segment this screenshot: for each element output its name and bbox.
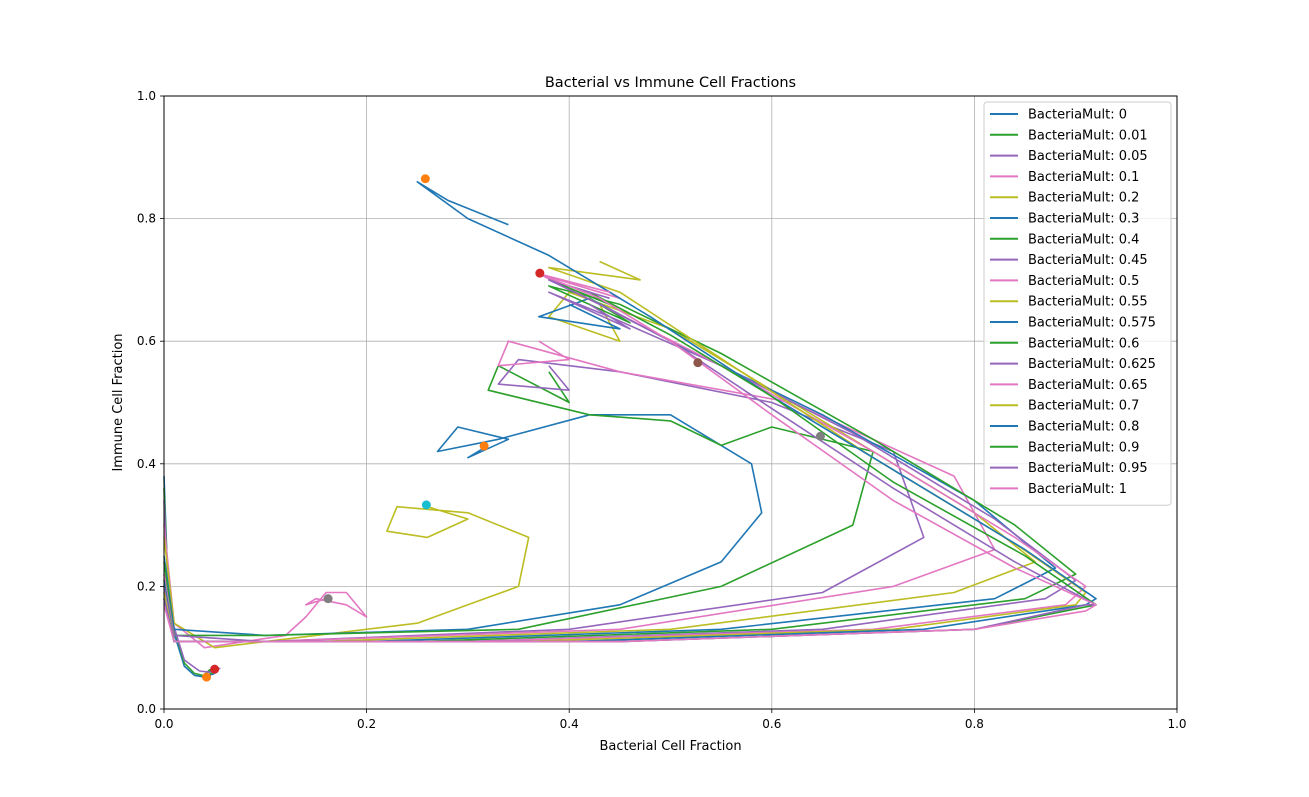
legend-label: BacteriaMult: 0.7	[1028, 399, 1139, 414]
y-axis-label: Immune Cell Fraction	[111, 333, 126, 471]
x-tick-label: 0.4	[560, 717, 579, 731]
legend-label: BacteriaMult: 0.4	[1028, 232, 1139, 247]
x-tick-label: 0.0	[154, 717, 173, 731]
legend-label: BacteriaMult: 0.3	[1028, 212, 1139, 227]
legend-label: BacteriaMult: 0.575	[1028, 316, 1156, 331]
series-line-10	[163, 297, 1057, 643]
x-tick-label: 0.2	[357, 717, 376, 731]
y-tick-label: 0.8	[137, 212, 156, 226]
legend-label: BacteriaMult: 0.95	[1028, 461, 1148, 476]
end-point-marker	[420, 174, 430, 184]
legend-label: BacteriaMult: 0.8	[1028, 420, 1139, 435]
legend-label: BacteriaMult: 0.5	[1028, 274, 1139, 289]
end-point-marker	[693, 358, 703, 368]
series-line-4	[163, 505, 530, 649]
legend-box	[983, 101, 1172, 506]
legend-label: BacteriaMult: 1	[1028, 482, 1127, 497]
legend-label: BacteriaMult: 0.1	[1028, 170, 1139, 185]
y-tick-label: 0.6	[137, 334, 156, 348]
legend-label: BacteriaMult: 0.65	[1028, 378, 1148, 393]
y-tick-label: 0.4	[137, 457, 156, 471]
series-line-8	[163, 340, 996, 643]
y-tick-label: 0.0	[137, 702, 156, 716]
plot-frame	[163, 95, 1178, 710]
legend-label: BacteriaMult: 0.55	[1028, 295, 1148, 310]
axis-ticks: 0.0 0.2 0.4 0.6 0.8 1.0 0.0 0.2 0.4 0.6 0.8 1.0	[137, 89, 1187, 731]
series-layer	[163, 181, 1097, 678]
legend: BacteriaMult: 0 BacteriaMult: 0.01 Bacteri…	[983, 101, 1172, 506]
legend-label: BacteriaMult: 0.6	[1028, 336, 1139, 351]
y-tick-label: 0.2	[137, 579, 156, 593]
chart-title: Bacterial vs Immune Cell Fractions	[545, 75, 796, 91]
series-line-14	[163, 260, 1087, 643]
end-point-marker	[323, 594, 333, 604]
legend-label: BacteriaMult: 0.9	[1028, 440, 1139, 455]
end-point-marker	[202, 672, 212, 682]
series-line-5	[163, 413, 763, 637]
legend-label: BacteriaMult: 0.05	[1028, 149, 1148, 164]
end-point-marker	[421, 500, 431, 510]
series-line-3	[163, 525, 368, 649]
series-line-18	[163, 272, 1097, 643]
end-point-marker	[535, 268, 545, 278]
legend-label: BacteriaMult: 0	[1028, 108, 1127, 123]
x-tick-label: 1.0	[1167, 717, 1186, 731]
series-line-16	[163, 279, 1097, 643]
x-axis-label: Bacterial Cell Fraction	[599, 739, 741, 754]
end-point-marker	[815, 431, 825, 441]
series-line-12	[163, 291, 1077, 643]
x-tick-label: 0.8	[965, 717, 984, 731]
legend-label: BacteriaMult: 0.2	[1028, 191, 1139, 206]
legend-label: BacteriaMult: 0.625	[1028, 357, 1156, 372]
series-line-15	[163, 181, 1097, 643]
legend-label: BacteriaMult: 0.01	[1028, 128, 1148, 143]
series-line-9	[163, 291, 1036, 643]
legend-label: BacteriaMult: 0.45	[1028, 253, 1148, 268]
end-point-marker	[210, 664, 220, 674]
x-tick-label: 0.6	[762, 717, 781, 731]
end-point-marker	[479, 441, 489, 451]
series-line-6	[163, 364, 874, 637]
series-line-17	[163, 279, 1097, 643]
marker-layer	[202, 174, 825, 682]
y-tick-label: 1.0	[137, 89, 156, 103]
